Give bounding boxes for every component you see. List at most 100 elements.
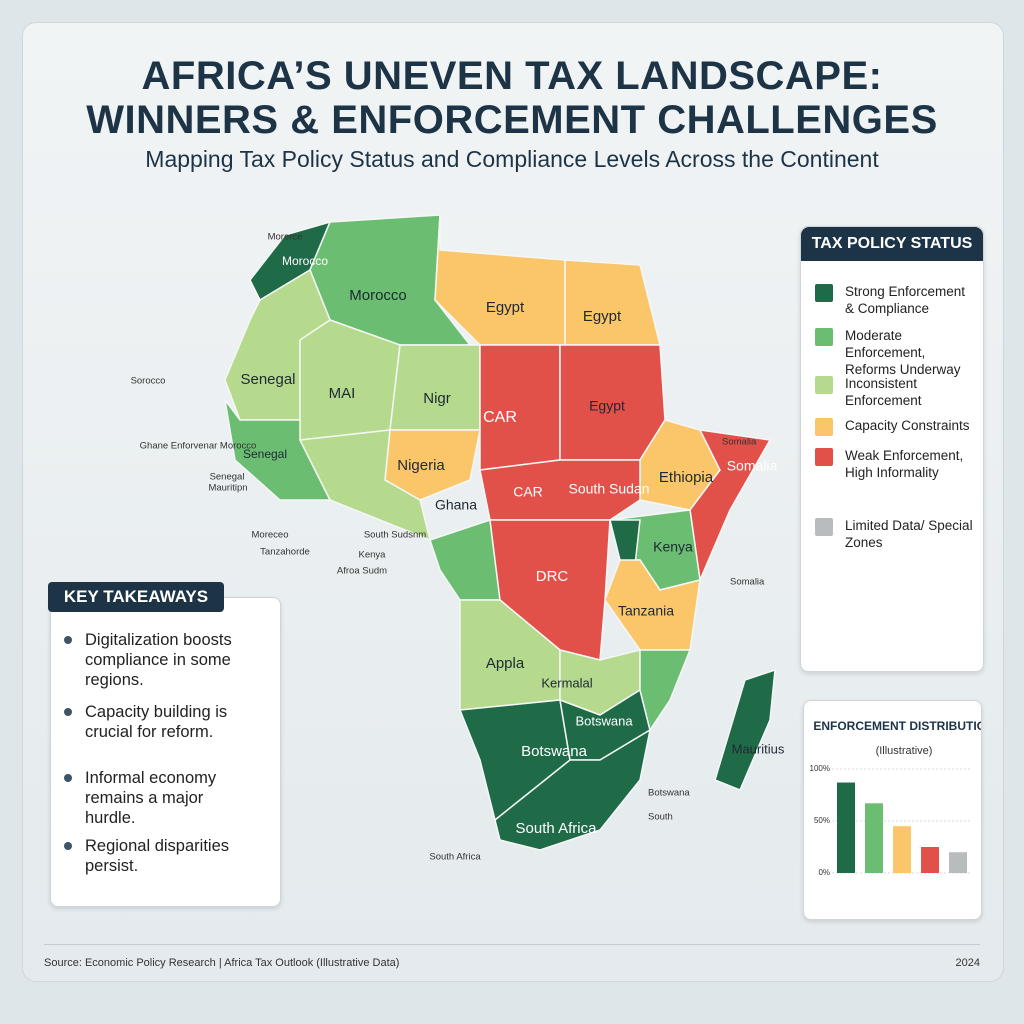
bar bbox=[921, 847, 939, 873]
region-label: South Africa bbox=[516, 820, 598, 837]
bullet bbox=[64, 774, 72, 782]
title-line: AFRICA’S UNEVEN TAX LANDSCAPE: bbox=[141, 54, 883, 98]
y-tick-label: 100% bbox=[810, 764, 830, 773]
takeaway-text: Regional disparities persist. bbox=[85, 837, 229, 875]
region bbox=[429, 518, 501, 601]
region-label: Botswana bbox=[521, 743, 588, 760]
region-label: CAR bbox=[513, 484, 543, 500]
bar bbox=[865, 803, 883, 873]
legend-title: TAX POLICY STATUS bbox=[801, 227, 983, 261]
callout-label: Mauritipn bbox=[208, 483, 247, 494]
legend-label: Moderate Enforcement, Reforms Underway bbox=[845, 328, 961, 377]
subtitle: Mapping Tax Policy Status and Compliance… bbox=[145, 146, 879, 172]
region-label: Kenya bbox=[653, 539, 693, 555]
callout-label: Kenya bbox=[359, 550, 387, 561]
bullet bbox=[64, 842, 72, 850]
legend-item: Moderate Enforcement, Reforms Underway bbox=[815, 327, 977, 378]
region bbox=[564, 259, 661, 346]
title-line: WINNERS & ENFORCEMENT CHALLENGES bbox=[86, 98, 938, 142]
region bbox=[639, 649, 692, 732]
source: Source: Economic Policy Research | Afric… bbox=[44, 957, 400, 969]
footer: Source: Economic Policy Research | Afric… bbox=[44, 944, 980, 969]
callout-label: South bbox=[648, 812, 673, 823]
callout-label: Sorocco bbox=[131, 376, 166, 387]
legend-swatch bbox=[815, 284, 833, 302]
callout-label: Morerce bbox=[268, 232, 303, 243]
region-label: CAR bbox=[483, 409, 517, 426]
region-label: Senegal bbox=[240, 371, 295, 388]
region-label: Tanzania bbox=[618, 603, 674, 619]
callout-label: Somalia bbox=[722, 437, 757, 448]
callout-label: South Africa bbox=[429, 852, 481, 863]
region-label: Nigr bbox=[423, 390, 451, 407]
region-label: Egypt bbox=[486, 299, 525, 316]
legend-item: Weak Enforcement, High Informality bbox=[815, 447, 977, 481]
chart-title: ENFORCEMENT DISTRIBUTION bbox=[813, 719, 981, 733]
region-label: Morocco bbox=[349, 287, 407, 304]
region-label: Egypt bbox=[589, 398, 625, 414]
legend-label: Inconsistent Enforcement bbox=[845, 376, 922, 408]
region-label: South Sudan bbox=[569, 481, 650, 497]
legend-swatch bbox=[815, 328, 833, 346]
bar bbox=[837, 782, 855, 873]
region bbox=[714, 668, 776, 791]
callout-label: Tanzahorde bbox=[260, 547, 310, 558]
bar-chart: ENFORCEMENT DISTRIBUTION (Illustrative) 0%… bbox=[810, 719, 995, 877]
callout-label: Botswana bbox=[648, 788, 690, 799]
callout-label: Afroa Sudm bbox=[337, 566, 387, 577]
region-label: Appla bbox=[486, 655, 525, 672]
takeaway-text: Capacity building is crucial for reform. bbox=[85, 703, 228, 741]
bar bbox=[949, 852, 967, 873]
region-label: Morocco bbox=[282, 254, 328, 268]
legend-label: Capacity Constraints bbox=[845, 418, 970, 433]
legend: TAX POLICY STATUS Strong Enforcement & Co… bbox=[800, 226, 984, 672]
takeaways: Digitalization boosts compliance in some… bbox=[50, 597, 281, 907]
region-label: Kermalal bbox=[541, 675, 592, 690]
region bbox=[389, 344, 481, 431]
region bbox=[609, 519, 641, 567]
legend-label: Weak Enforcement, High Informality bbox=[845, 448, 964, 480]
callout-label: Somalia bbox=[730, 577, 765, 588]
bar bbox=[893, 826, 911, 873]
region-label: Ghana bbox=[435, 497, 477, 513]
region-label: Nigeria bbox=[397, 457, 445, 474]
bullet bbox=[64, 708, 72, 716]
takeaway-text: Digitalization boosts compliance in some… bbox=[85, 631, 232, 689]
region-label: Ethiopia bbox=[659, 469, 714, 486]
region-label: DRC bbox=[536, 568, 569, 585]
region-label: Botswana bbox=[575, 713, 633, 728]
callout-label: Ghane Enforvenar Morocco bbox=[140, 441, 257, 452]
region-label: MAI bbox=[329, 385, 356, 402]
region bbox=[604, 559, 701, 651]
legend-item: Inconsistent Enforcement bbox=[815, 375, 977, 409]
takeaway-text: Informal economy remains a major hurdle. bbox=[85, 769, 217, 827]
chart-subtitle: (Illustrative) bbox=[876, 745, 933, 757]
takeaway: Digitalization boosts compliance in some… bbox=[64, 630, 255, 690]
legend-item: Capacity Constraints bbox=[815, 417, 977, 436]
callout-label: Senegal bbox=[210, 472, 245, 483]
region-label: Somalia bbox=[727, 458, 778, 474]
legend-label: Limited Data/ Special Zones bbox=[845, 518, 973, 550]
callout-label: South Sudsnm bbox=[364, 530, 426, 541]
legend-item: Limited Data/ Special Zones bbox=[815, 517, 977, 551]
takeaway: Regional disparities persist. bbox=[64, 836, 255, 876]
legend-item: Strong Enforcement & Compliance bbox=[815, 283, 977, 317]
legend-swatch bbox=[815, 376, 833, 394]
region bbox=[494, 728, 652, 851]
callout-label: Moreceo bbox=[252, 530, 289, 541]
legend-swatch bbox=[815, 418, 833, 436]
legend-swatch bbox=[815, 518, 833, 536]
region bbox=[298, 429, 432, 542]
year: 2024 bbox=[955, 957, 980, 969]
region bbox=[479, 344, 561, 471]
takeaways-title: KEY TAKEAWAYS bbox=[48, 582, 224, 612]
region-label: Mauritius bbox=[732, 741, 785, 756]
takeaway: Capacity building is crucial for reform. bbox=[64, 702, 255, 742]
bar-panel: ENFORCEMENT DISTRIBUTION (Illustrative) 0%… bbox=[803, 700, 995, 920]
legend-label: Strong Enforcement & Compliance bbox=[845, 284, 966, 316]
y-tick-label: 0% bbox=[818, 868, 830, 877]
bullet bbox=[64, 636, 72, 644]
y-tick-label: 50% bbox=[814, 816, 830, 825]
